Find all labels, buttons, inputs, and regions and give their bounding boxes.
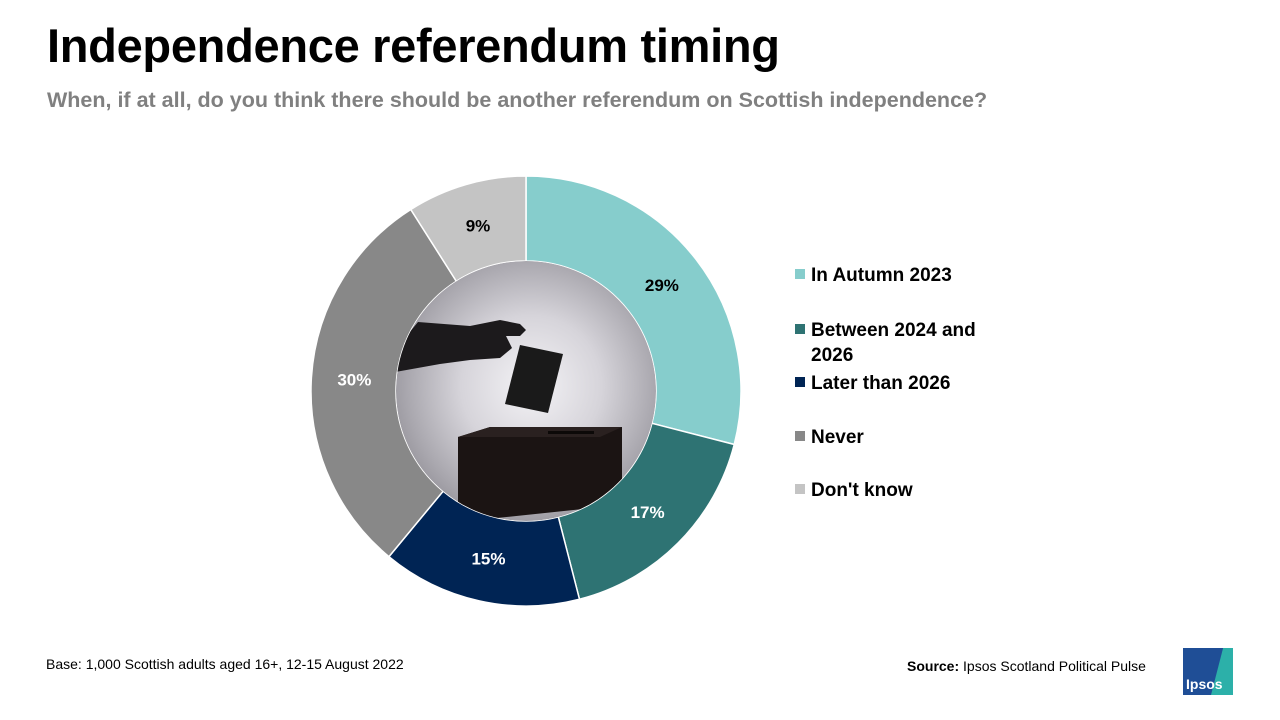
legend-item: In Autumn 2023 xyxy=(795,263,1011,288)
donut-slice-3 xyxy=(310,208,458,558)
source-text: Ipsos Scotland Political Pulse xyxy=(963,658,1146,674)
slice-value-label: 17% xyxy=(631,503,665,522)
slice-value-label: 9% xyxy=(466,216,491,235)
chart-subtitle: When, if at all, do you think there shou… xyxy=(47,88,988,112)
slice-value-label: 29% xyxy=(645,276,679,295)
base-footnote: Base: 1,000 Scottish adults aged 16+, 12… xyxy=(46,656,404,672)
legend-label: In Autumn 2023 xyxy=(811,265,952,286)
legend-swatch xyxy=(795,484,805,494)
legend-label: Never xyxy=(811,427,864,448)
legend-item: Don't know xyxy=(795,478,1011,503)
source-note: Source: Ipsos Scotland Political Pulse xyxy=(907,658,1146,674)
legend-label: Later than 2026 xyxy=(811,373,951,394)
slice-value-label: 30% xyxy=(337,371,371,390)
legend-label: Between 2024 and 2026 xyxy=(811,320,976,366)
legend-label: Don't know xyxy=(811,480,913,501)
legend-swatch xyxy=(795,324,805,334)
slice-value-label: 15% xyxy=(471,549,505,568)
ipsos-logo: Ipsos xyxy=(1183,648,1233,695)
legend-item: Between 2024 and 2026 xyxy=(795,318,1011,368)
legend-swatch xyxy=(795,377,805,387)
logo-text: Ipsos xyxy=(1186,676,1223,692)
donut-slice-4 xyxy=(409,175,527,283)
source-label: Source: xyxy=(907,658,960,674)
legend-swatch xyxy=(795,269,805,279)
legend-item: Never xyxy=(795,425,1011,450)
legend-item: Later than 2026 xyxy=(795,371,1011,396)
ballot-box-photo xyxy=(396,261,656,521)
legend-swatch xyxy=(795,431,805,441)
chart-title: Independence referendum timing xyxy=(47,19,780,72)
